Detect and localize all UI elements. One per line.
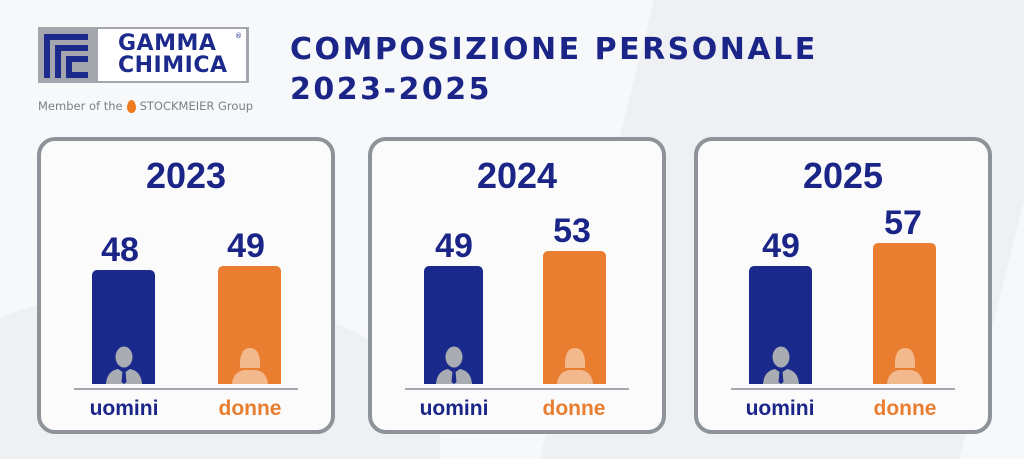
man-icon [435,346,472,384]
women-bar [873,243,936,384]
man-icon [105,346,142,384]
men-value: 49 [435,227,473,265]
men-value: 49 [762,227,800,265]
member-prefix: Member of the [38,99,123,113]
woman-icon [886,348,923,384]
men-bar [424,266,483,384]
registered-mark: ® [235,32,242,40]
chart-baseline [74,388,298,390]
woman-icon [556,348,593,384]
women-value: 49 [227,227,265,265]
woman-icon [231,348,268,384]
women-label: donne [873,397,937,420]
year-panel-2023: 2023 48 49 uomini donne [37,137,335,434]
panel-year: 2023 [145,155,227,196]
women-value: 53 [553,212,591,250]
panel-year: 2024 [476,155,558,196]
women-label: donne [542,397,606,420]
women-value: 57 [884,204,922,242]
men-value: 48 [101,231,139,269]
page-title: COMPOSIZIONE PERSONALE 2023-2025 [290,30,818,110]
member-of-group: Member of the STOCKMEIER Group [38,99,253,113]
title-line2: 2023-2025 [290,72,492,107]
logo-wordmark: GAMMA CHIMICA ® [98,29,246,81]
men-label: uomini [745,397,815,420]
company-logo: GAMMA CHIMICA ® [38,27,249,83]
men-label: uomini [419,397,489,420]
logo-mark-icon [38,27,100,83]
member-group: STOCKMEIER Group [139,99,254,113]
man-icon [762,346,799,384]
logo-line2: CHIMICA [118,53,228,78]
men-bar [749,266,812,384]
panel-year: 2025 [802,155,884,196]
stockmeier-flame-icon [126,99,136,113]
women-bar [543,251,606,384]
year-panel-2024: 2024 49 53 uomini donne [368,137,666,434]
year-panel-2025: 2025 49 57 uomini donne [694,137,992,434]
title-line1: COMPOSIZIONE PERSONALE [290,32,818,67]
logo-line1: GAMMA [118,31,217,56]
women-label: donne [218,397,282,420]
men-bar [92,270,155,384]
men-label: uomini [89,397,159,420]
chart-baseline [405,388,629,390]
women-bar [218,266,281,384]
chart-baseline [731,388,955,390]
